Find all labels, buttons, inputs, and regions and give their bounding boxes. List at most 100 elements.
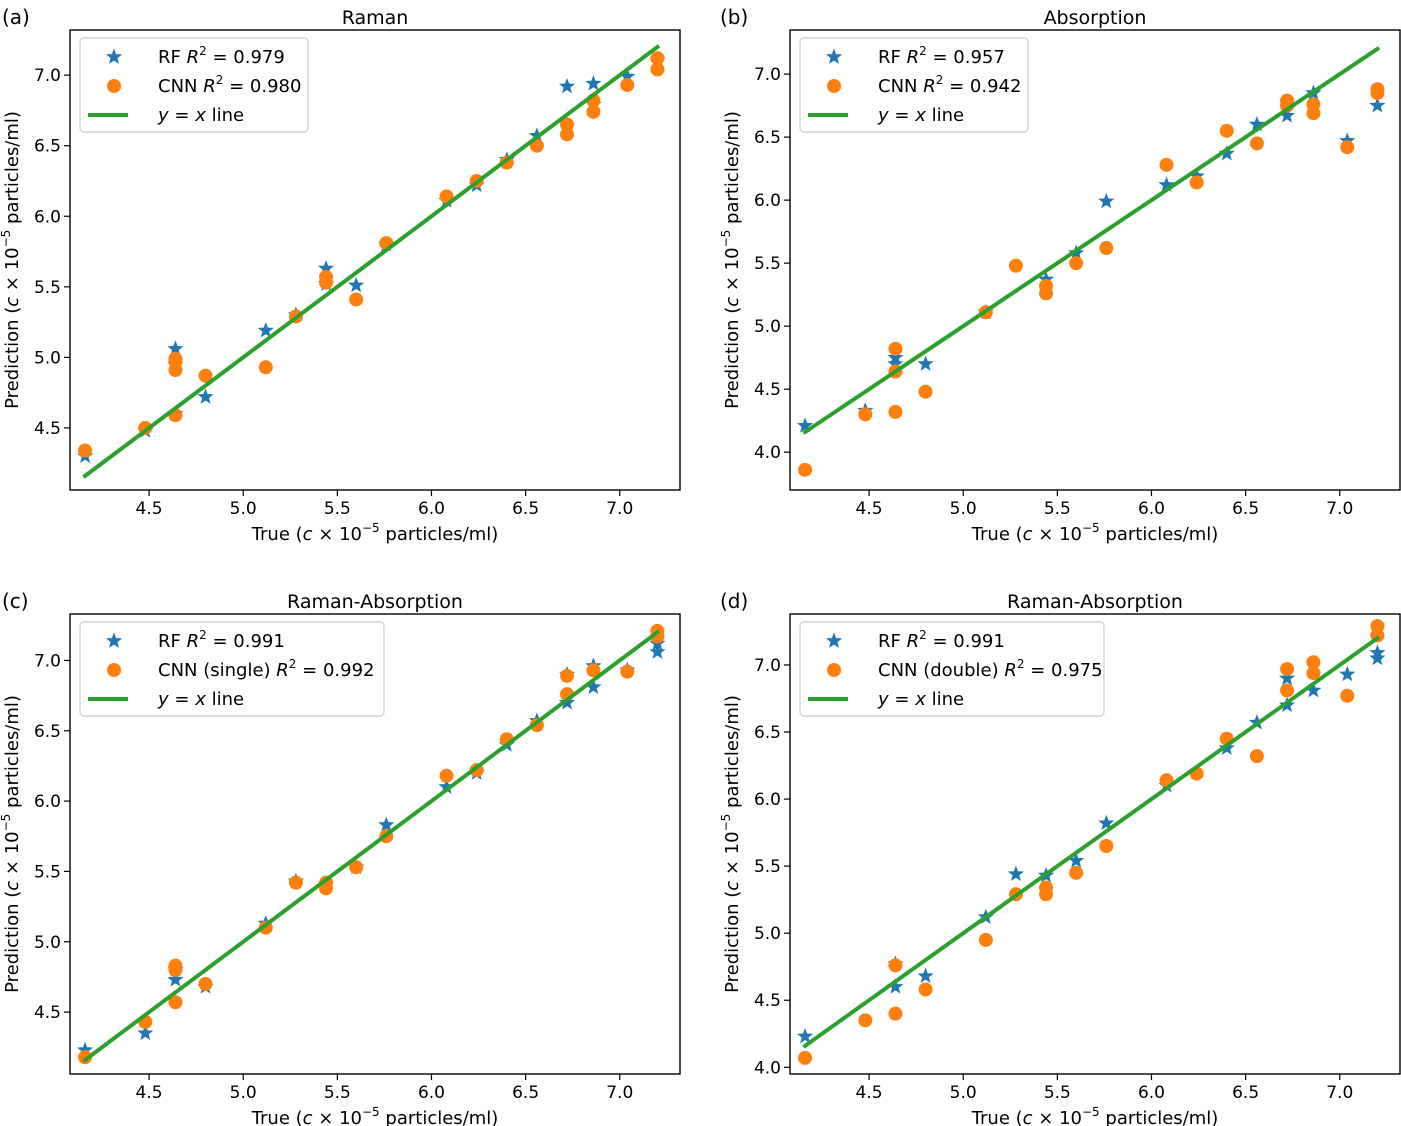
rf-point [1037,271,1055,287]
x-tick-label: 4.5 [136,1083,163,1103]
legend-cnn-marker [107,79,121,93]
legend-rf-marker [825,48,843,64]
panel-d: (d) Raman-Absorption 4.5 5.0 5.5 6.0 6.5 7.0 4.0… [719,589,1401,1126]
y-tick-label: 5.0 [754,317,781,337]
cnn-point [168,995,183,1010]
legend-r2-value: 0.980 [250,76,302,97]
rf-point [378,816,395,832]
rf-point [1278,669,1296,686]
legend-entry-line: y = x line [877,689,964,710]
rf-point [438,778,455,794]
legend: RF R2 = 0.979 CNN R2 = 0.980 y = x line [79,37,309,133]
y-tick-label: 4.5 [754,380,781,400]
y-tick-label: 4.0 [754,443,781,463]
rf-point [1098,192,1115,209]
rf-point [197,388,214,404]
axes-frame [69,613,681,1075]
legend-box [79,37,309,133]
y-tick-label: 5.5 [754,254,781,274]
x-tick-label: 5.5 [1044,499,1071,519]
cnn-point [1069,865,1084,880]
cnn-point [319,269,334,284]
legend-r2-value: 0.957 [953,47,1005,68]
legend-r2-value: 0.991 [953,631,1005,652]
y-tick-label: 7.0 [34,66,61,86]
cnn-point [1370,619,1385,634]
rf-point [796,1027,814,1044]
chart-title: Raman [342,7,409,29]
plot-area [76,623,666,1065]
cnn-point [620,78,635,93]
rf-point [137,1024,154,1041]
y-tick-label: 5.0 [754,924,781,944]
rf-point [1188,167,1205,184]
cnn-point [560,117,575,132]
rf-point [917,355,934,371]
cnn-point [258,360,273,375]
cnn-point [620,664,635,679]
cnn-point [1008,258,1023,273]
plot-area [796,46,1386,477]
x-tick-label: 4.5 [856,499,883,519]
x-tick-label: 6.0 [1138,499,1165,519]
legend-entry-rf: RF R2 = 0.991 [158,628,285,652]
legend-cnn-marker [827,663,841,677]
panel-label: (d) [720,589,748,613]
y-tick-label: 6.0 [34,792,61,812]
panel-label: (a) [2,5,30,29]
legend-box [799,37,1029,133]
y-tick-label: 7.0 [754,65,781,85]
cnn-point [650,51,665,66]
cnn-point [560,668,575,683]
y-axis-label: Prediction (c × 10−5 particles/ml) [0,695,23,993]
legend-cnn-marker [827,79,841,93]
x-tick-label: 5.5 [324,1083,351,1103]
cnn-point [288,875,303,890]
y-tick-label: 6.5 [754,128,781,148]
legend-entry-rf: RF R2 = 0.979 [158,44,285,68]
rf-point [76,1041,94,1057]
legend: RF R2 = 0.991 CNN (double) R2 = 0.975 y = … [799,621,1105,717]
y-tick-label: 6.0 [754,790,781,810]
rf-point [1098,814,1115,831]
rf-point [887,978,904,994]
cnn-point [560,127,575,142]
y-tick-label: 6.0 [754,191,781,211]
cnn-point [1099,839,1114,854]
rf-point [167,340,184,356]
identity-line [82,629,661,1063]
legend-r2-value: 0.991 [233,631,285,652]
cnn-point [1340,140,1355,155]
y-axis-label: Prediction (c × 10−5 particles/ml) [719,695,743,993]
y-tick-label: 6.5 [34,137,61,157]
legend-entry-cnn: CNN R2 = 0.980 [158,73,301,97]
legend: RF R2 = 0.991 CNN (single) R2 = 0.992 y = … [79,621,385,717]
cnn-point [586,104,601,119]
rf-point [1068,852,1085,868]
x-tick-label: 6.5 [1232,499,1259,519]
x-tick-label: 5.0 [950,1083,977,1103]
rf-point [257,322,274,338]
cnn-point [858,1013,873,1028]
x-tick-label: 7.0 [1326,499,1353,519]
rf-point [1339,665,1356,682]
cnn-point [439,768,454,783]
x-tick-label: 6.0 [418,499,445,519]
rf-point [1158,176,1175,192]
legend-entry-rf: RF R2 = 0.957 [878,44,1005,68]
x-axis-label: True (c × 10−5 particles/ml) [971,1105,1219,1126]
y-tick-label: 7.0 [754,656,781,676]
chart-title: Absorption [1044,7,1147,29]
y-tick-label: 5.0 [34,933,61,953]
cnn-point [1219,123,1234,138]
cnn-point [918,384,933,399]
cnn-point [1159,157,1174,172]
y-tick-label: 4.0 [754,1058,781,1078]
legend-entry-line: y = x line [157,689,244,710]
chart-title: Raman-Absorption [1007,591,1183,613]
legend-r2-value: 0.979 [233,47,285,68]
legend: RF R2 = 0.957 CNN R2 = 0.942 y = x line [799,37,1029,133]
identity-line [82,44,661,479]
panel-label: (b) [720,5,748,29]
